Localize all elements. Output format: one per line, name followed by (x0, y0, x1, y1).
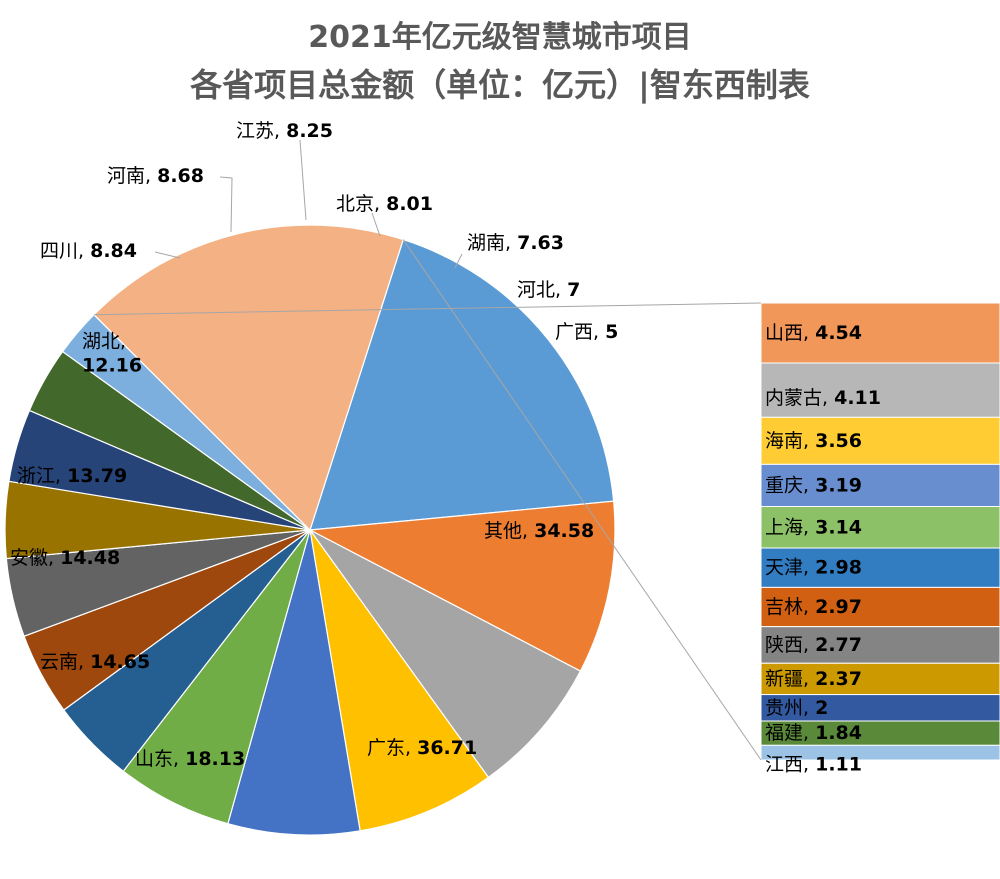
data-label-e6b19fe88b8f: 江苏, 8.25 (236, 120, 333, 142)
leader-line-e58c97e4baac (371, 212, 381, 237)
bar-segment-e6b5b7e58d97 (760, 416, 1000, 465)
bar-label-e8b4b5e5b79e: 贵州, 2 (765, 696, 828, 718)
bar-label-e4b88ae6b5b7: 上海, 3.14 (765, 516, 862, 538)
bar-label-e5a4a9e6b4a5: 天津, 2.98 (765, 556, 862, 578)
bar-segment-e59089e69e97 (760, 586, 1000, 628)
data-label-e5b9bfe4b89c: 广东, 36.71 (367, 737, 477, 759)
bar-label-e99995e8a5bf: 陕西, 2.77 (765, 633, 862, 655)
data-label-e4ba91e58d97: 云南, 14.65 (40, 651, 150, 673)
data-label-e59b9be5b79d: 四川, 8.84 (40, 240, 137, 262)
data-label-e5ae89e5bebd: 安徽, 14.48 (10, 547, 120, 569)
bar-segment-e5a4a9e6b4a5 (760, 547, 1000, 588)
pie-slice-e6b599e6b19f (227, 529, 361, 836)
bar-segment-e696b0e79686 (760, 662, 1000, 696)
bar-label-e6b5b7e58d97: 海南, 3.56 (765, 429, 862, 451)
bar-label-e58685e89299e58fa4: 内蒙古, 4.11 (765, 387, 881, 409)
bar-label-e59089e69e97: 吉林, 2.97 (765, 596, 862, 618)
data-label-e6b2b3e58d97: 河南, 8.68 (107, 165, 204, 187)
bar-label-e9878de5ba86: 重庆, 3.19 (765, 474, 862, 496)
connector-lines (93, 239, 762, 761)
bar-segment-e58685e89299e58fa4 (760, 362, 1000, 418)
leader-line-e6b19fe88b8f (299, 139, 307, 221)
leader-line-e6b2b3e58d97 (219, 176, 233, 233)
pie-slice-e5b9bfe4b89c (309, 238, 615, 531)
pie-slice-e5b1b1e4b89c (307, 500, 616, 672)
data-label-e6b599e6b19f: 浙江, 13.79 (17, 465, 127, 487)
pie-slice-e585b6e4bb96 (93, 224, 404, 532)
bar-segment-e6b19fe8a5bf (760, 744, 1000, 761)
pie-slice-e6b996e58c97 (122, 529, 311, 825)
data-label-e585b6e4bb96: 其他, 34.58 (484, 520, 594, 542)
bar-label-e696b0e79686: 新疆, 2.37 (765, 667, 862, 689)
data-label-e5b1b1e4b89c: 山东, 18.13 (135, 748, 245, 770)
bar-segment-e9878de5ba86 (760, 463, 1000, 508)
chart-title: 2021年亿元级智慧城市项目 (308, 20, 692, 55)
bar-label-e7a68fe5bbba: 福建, 1.84 (765, 722, 862, 744)
bar-label-e5b1b1e8a5bf: 山西, 4.54 (765, 322, 862, 344)
bar-segment-e7a68fe5bbba (760, 720, 1000, 746)
connector-top (93, 302, 762, 316)
pie-slice-e5ae89e5bebd (309, 529, 490, 832)
bar-segment-e5b1b1e8a5bf (760, 302, 1000, 364)
bar-label-e6b19fe8a5bf: 江西, 1.11 (765, 753, 862, 775)
bar-segment-e99995e8a5bf (760, 626, 1000, 664)
data-label-e58c97e4baac: 北京, 8.01 (336, 193, 433, 215)
chart-subtitle: 各省项目总金额（单位：亿元）|智东西制表 (190, 66, 810, 104)
pie-slice-e4ba91e58d97 (309, 529, 582, 779)
leader-lines (154, 139, 463, 269)
pie-slices (4, 224, 616, 836)
data-label-e5b9bfe8a5bf: 广西, 5 (555, 321, 618, 343)
breakdown-bar (760, 302, 1000, 761)
bar-segment-e8b4b5e5b79e (760, 694, 1000, 722)
leader-line-e6b996e58d97 (454, 253, 463, 269)
data-label-e6b996e58c97: 湖北, 12.16 (82, 330, 142, 376)
data-label-e6b996e58d97: 湖南, 7.63 (467, 232, 564, 254)
data-label-e6b2b3e58c97: 河北, 7 (517, 279, 580, 301)
data-labels: 广东, 36.71 山东, 18.13 云南, 14.65 安徽, 14.48 浙江, … (10, 120, 881, 776)
connector-bottom (402, 239, 762, 761)
leader-line-e59b9be5b79d (154, 251, 181, 259)
bar-segment-e4b88ae6b5b7 (760, 506, 1000, 549)
